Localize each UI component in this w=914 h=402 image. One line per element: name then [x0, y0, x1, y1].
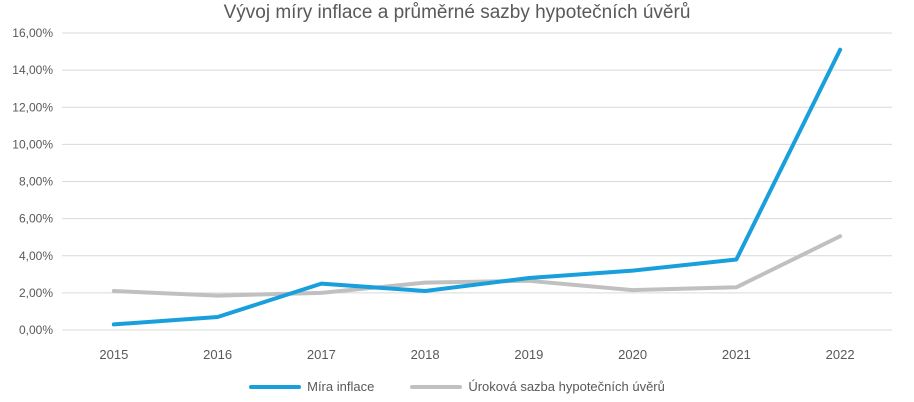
legend-label-mortgage-rate: Úroková sazba hypotečních úvěrů: [468, 379, 665, 394]
legend-swatch-mortgage-rate: [410, 384, 463, 389]
y-tick-label: 6,00%: [19, 212, 53, 226]
y-tick-label: 14,00%: [12, 63, 53, 77]
y-tick-label: 4,00%: [19, 249, 53, 263]
legend-swatch-inflation: [249, 384, 302, 389]
legend: Míra inflace Úroková sazba hypotečních ú…: [0, 379, 914, 394]
x-tick-label: 2018: [411, 347, 440, 362]
x-tick-label: 2016: [203, 347, 232, 362]
x-tick-label: 2021: [722, 347, 751, 362]
legend-label-inflation: Míra inflace: [307, 379, 375, 394]
y-tick-label: 8,00%: [19, 175, 53, 189]
y-tick-label: 12,00%: [12, 100, 53, 114]
x-tick-label: 2019: [514, 347, 543, 362]
x-axis-labels: 2015 2016 2017 2018 2019 2020 2021 2022: [99, 347, 854, 362]
y-tick-label: 2,00%: [19, 286, 53, 300]
y-tick-label: 0,00%: [19, 323, 53, 337]
series-line-mortgage-rate: [111, 234, 843, 298]
x-tick-label: 2022: [826, 347, 855, 362]
series-lines: [111, 47, 843, 327]
y-axis-labels: 0,00% 2,00% 4,00% 6,00% 8,00% 10,00% 12,00% 14,…: [12, 26, 53, 337]
y-tick-label: 10,00%: [12, 137, 53, 151]
x-tick-label: 2015: [99, 347, 128, 362]
x-tick-label: 2017: [307, 347, 336, 362]
series-line-inflation: [111, 47, 843, 327]
legend-item-mortgage-rate: Úroková sazba hypotečních úvěrů: [410, 379, 665, 394]
chart-title: Vývoj míry inflace a průměrné sazby hypo…: [223, 2, 691, 23]
grid-lines: [62, 32, 892, 331]
legend-item-inflation: Míra inflace: [249, 379, 374, 394]
x-tick-label: 2020: [618, 347, 647, 362]
y-tick-label: 16,00%: [12, 26, 53, 40]
